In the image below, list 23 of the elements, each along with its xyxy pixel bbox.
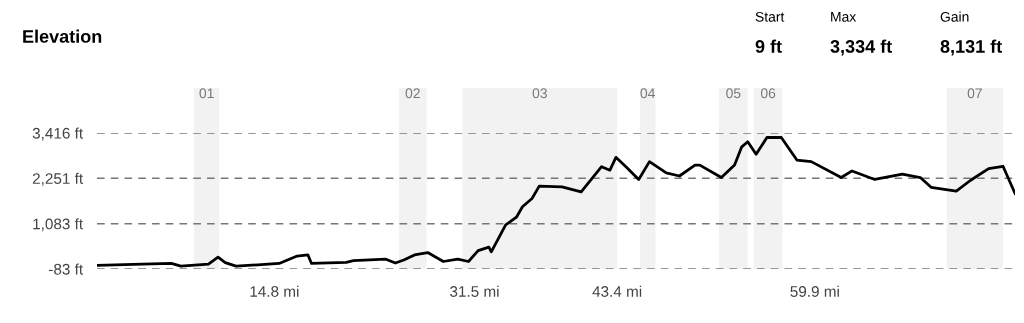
text: Max <box>831 12 857 22</box>
text: 9 ft <box>755 39 782 53</box>
text: Gain <box>940 11 969 22</box>
y-tick-label: -83 ft <box>48 263 83 275</box>
x-tick-label: 59.9 mi <box>790 285 839 297</box>
line-series <box>97 136 1015 268</box>
band-label: 01 <box>199 88 214 99</box>
y-tick-label: 1,083 ft <box>33 218 83 232</box>
y-tick-label: 2,251 ft <box>32 172 83 186</box>
text: Start <box>755 11 785 22</box>
band-label: 05 <box>726 88 741 99</box>
chart-title: Elevation <box>23 29 102 43</box>
band-label: 03 <box>532 88 547 99</box>
x-tick-label: 43.4 mi <box>592 285 642 297</box>
x-tick-label: 14.8 mi <box>250 285 299 297</box>
band-label: 07 <box>967 88 982 99</box>
text: 8,131 ft <box>940 39 1002 56</box>
band-label: 04 <box>640 88 655 99</box>
y-tick-label: 3,416 ft <box>32 127 83 141</box>
x-tick-label: 31.5 mi <box>450 285 499 297</box>
band-label: 02 <box>405 88 420 99</box>
text: 3,334 ft <box>830 39 892 56</box>
band-label: 06 <box>760 88 776 99</box>
